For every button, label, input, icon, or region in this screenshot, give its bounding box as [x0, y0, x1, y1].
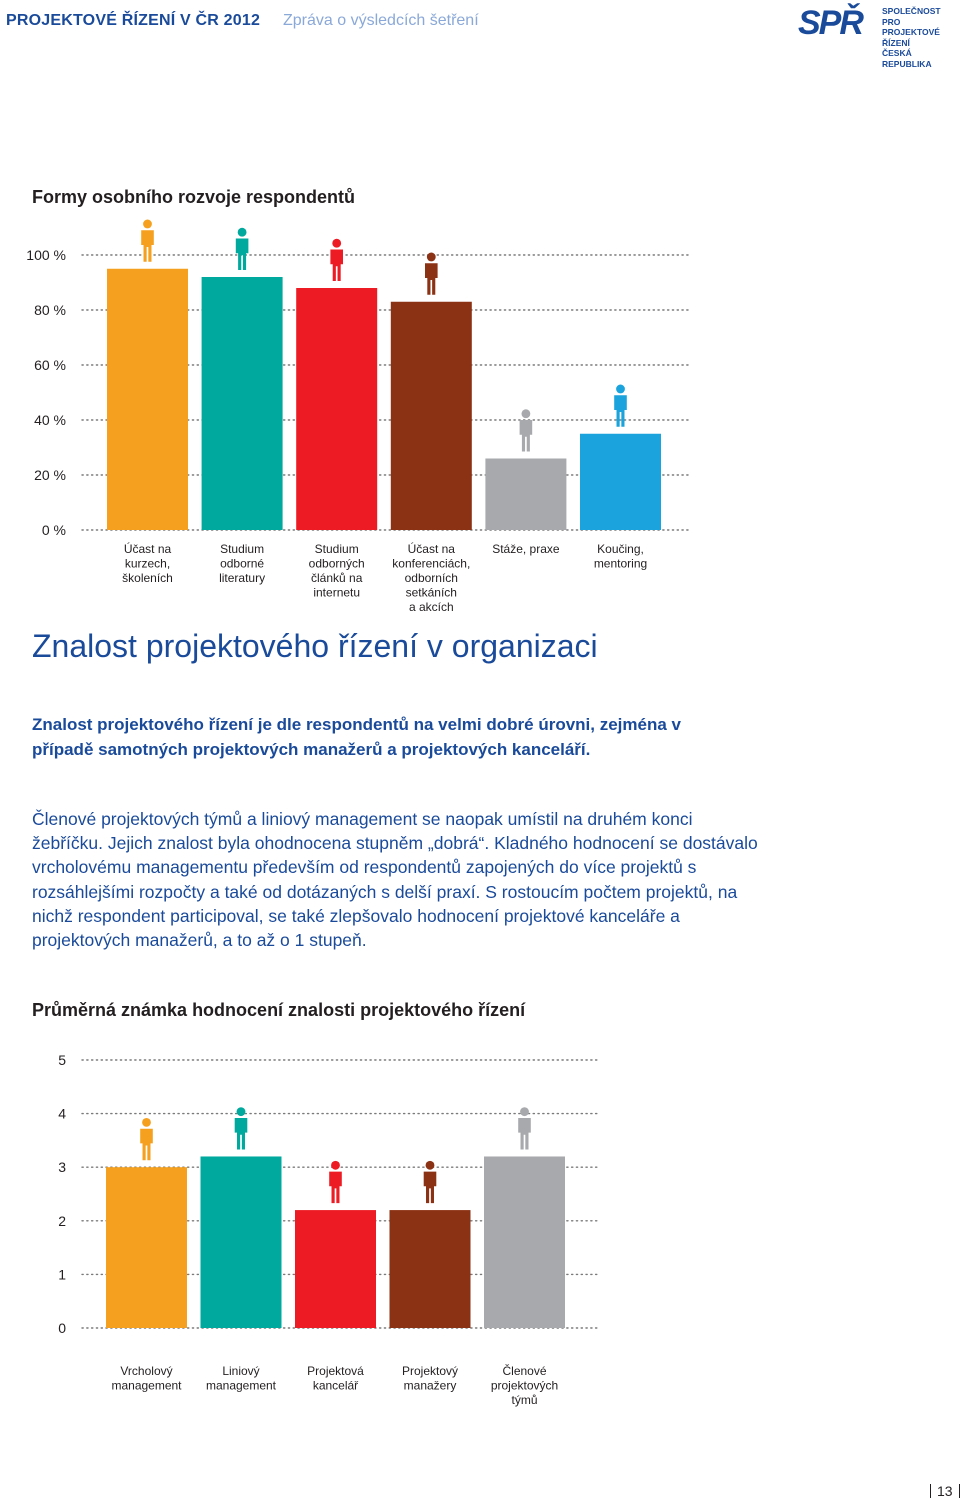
lead-paragraph: Znalost projektového řízení je dle respo… [32, 715, 681, 759]
body-paragraph: Členové projektových týmů a liniový mana… [32, 809, 758, 951]
bar [201, 277, 283, 530]
category-label: odborných [309, 557, 365, 571]
category-label: Projektový [402, 1364, 458, 1378]
bar [295, 1210, 376, 1328]
person-icon [140, 1117, 153, 1161]
development-chart: 0 %20 %40 %60 %80 %100 %Účast nakurzech,… [26, 219, 689, 614]
category-label: týmů [511, 1393, 537, 1407]
category-label: Koučing, [597, 542, 644, 556]
y-tick-label: 60 % [34, 357, 66, 373]
y-tick-label: 3 [58, 1159, 66, 1175]
y-tick-label: 100 % [26, 247, 66, 263]
spr-logo: SPŘ SPOLEČNOST PRO PROJEKTOVÉ ŘÍZENÍ ČES… [798, 4, 958, 69]
category-label: setkáních [406, 586, 457, 600]
logo-line: SPOLEČNOST PRO [882, 6, 941, 27]
logo-text: SPOLEČNOST PRO PROJEKTOVÉ ŘÍZENÍ ČESKÁ R… [882, 6, 958, 69]
y-tick-label: 20 % [34, 467, 66, 483]
chart-title-rating: Průměrná známka hodnocení znalosti proje… [32, 1000, 526, 1020]
bar [484, 1156, 565, 1328]
person-icon [423, 1160, 437, 1204]
category-label: manažery [404, 1379, 457, 1393]
page-header: PROJEKTOVÉ ŘÍZENÍ V ČR 2012 Zpráva o výs… [0, 0, 960, 69]
category-label: Projektová [307, 1364, 364, 1378]
logo-mark: SPŘ [798, 4, 864, 42]
category-label: internetu [313, 586, 360, 600]
y-tick-label: 80 % [34, 302, 66, 318]
bar [106, 1167, 187, 1328]
logo-line: ČESKÁ REPUBLIKA [882, 48, 932, 69]
y-tick-label: 0 [58, 1320, 66, 1336]
category-label: mentoring [594, 557, 647, 571]
category-label: kurzech, [125, 557, 170, 571]
report-title: PROJEKTOVÉ ŘÍZENÍ V ČR 2012 [6, 12, 261, 29]
person-icon [518, 1107, 531, 1150]
person-icon [425, 252, 438, 295]
bar [107, 268, 188, 530]
page-number: 13 [930, 1484, 960, 1498]
category-label: kancelář [313, 1379, 359, 1393]
category-label: odborné [220, 557, 264, 571]
category-label: a akcích [409, 600, 454, 614]
category-label: Liniový [222, 1364, 259, 1378]
chart-title-development: Formy osobního rozvoje respondentů [32, 187, 356, 207]
category-label: Členové [502, 1363, 546, 1378]
bar [580, 433, 661, 530]
category-label: Účast na [408, 541, 456, 556]
y-tick-label: 0 % [42, 522, 66, 538]
category-label: odborních [405, 571, 458, 585]
category-label: Stáže, praxe [492, 542, 560, 556]
category-label: konferenciách, [392, 557, 470, 571]
category-label: školeních [122, 571, 173, 585]
person-icon [235, 227, 249, 270]
category-label: článků na [311, 571, 363, 585]
person-icon [234, 1107, 248, 1150]
category-label: literatury [219, 571, 265, 585]
category-label: Účast na [124, 541, 172, 556]
person-icon [141, 219, 154, 262]
category-label: projektových [491, 1379, 558, 1393]
logo-line: PROJEKTOVÉ ŘÍZENÍ [882, 27, 940, 48]
y-tick-label: 5 [58, 1052, 66, 1068]
person-icon [329, 1160, 342, 1204]
category-label: management [206, 1379, 277, 1393]
y-tick-label: 1 [58, 1266, 66, 1282]
y-tick-label: 2 [58, 1213, 66, 1229]
report-subtitle: Zpráva o výsledcích šetření [283, 12, 479, 29]
y-tick-label: 40 % [34, 412, 66, 428]
y-tick-label: 4 [58, 1106, 66, 1122]
bar [200, 1156, 282, 1328]
person-icon [519, 409, 533, 452]
category-label: Studium [315, 542, 359, 556]
category-label: management [111, 1379, 182, 1393]
bar [485, 458, 567, 530]
category-label: Studium [220, 542, 264, 556]
rating-chart: 012345VrcholovýmanagementLiniovýmanageme… [58, 1052, 601, 1407]
bar [296, 288, 378, 530]
section-title: Znalost projektového řízení v organizaci [32, 628, 598, 664]
person-icon [614, 384, 627, 427]
bar [389, 1210, 471, 1328]
person-icon [330, 238, 343, 281]
bar [390, 301, 472, 530]
category-label: Vrcholový [120, 1364, 172, 1378]
